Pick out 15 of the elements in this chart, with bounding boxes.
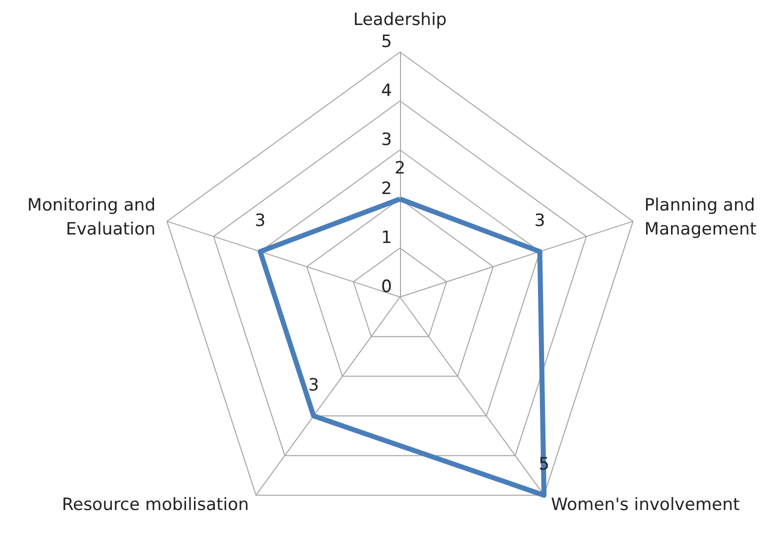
y-tick-label: 5: [381, 32, 392, 52]
spoke-label: Monitoring and Evaluation: [27, 196, 156, 240]
y-tick-label: 4: [381, 81, 392, 101]
y-tick-label: 0: [381, 277, 392, 297]
spoke-label: Leadership: [353, 10, 447, 30]
data-label: 3: [308, 375, 320, 396]
data-label: 3: [534, 211, 546, 232]
spoke-label: Women's involvement: [551, 494, 740, 515]
spoke-label: Resource mobilisation: [62, 494, 249, 515]
spoke-label: Planning and Management: [644, 196, 757, 240]
y-tick-label: 2: [381, 179, 392, 199]
y-tick-label: 1: [381, 228, 392, 248]
data-label: 2: [394, 158, 406, 178]
y-tick-label: 3: [381, 130, 392, 150]
data-label: 3: [254, 211, 266, 232]
